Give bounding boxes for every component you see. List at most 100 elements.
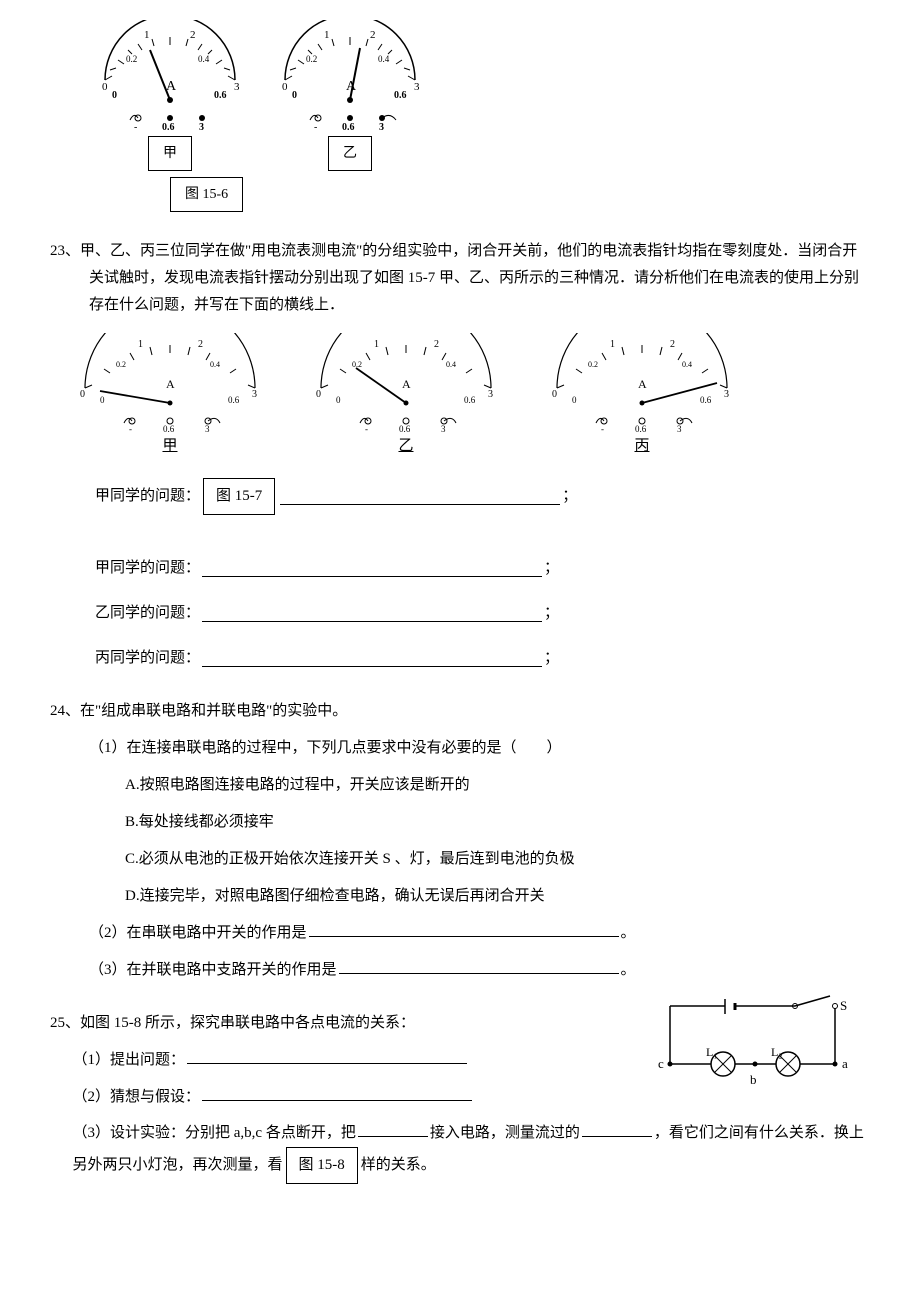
svg-text:3: 3 [205, 424, 210, 433]
svg-text:0: 0 [100, 395, 105, 405]
q25-part1: （1）提出问题： [50, 1047, 640, 1074]
svg-text:1: 1 [138, 339, 143, 350]
svg-text:L₂: L₂ [771, 1045, 783, 1059]
q23-answer-4: 丙同学的问题： ； [50, 645, 870, 672]
q24-part1: （1）在连接串联电路的过程中，下列几点要求中没有必要的是（ ） [50, 735, 870, 762]
q23-text: 甲、乙、丙三位同学在做"用电流表测电流"的分组实验中，闭合开关前，他们的电流表指… [80, 243, 859, 313]
svg-text:0.6: 0.6 [163, 424, 175, 433]
fig-15-7-box: 图 15-7 [203, 478, 275, 515]
svg-text:0.6: 0.6 [394, 90, 407, 101]
svg-text:S: S [840, 998, 847, 1013]
question-23: 23、甲、乙、丙三位同学在做"用电流表测电流"的分组实验中，闭合开关前，他们的电… [50, 238, 870, 319]
ammeter-triple-row: 01 23 0.20.4 00.6 A -0.63 甲 01 23 [70, 333, 870, 460]
svg-text:0.4: 0.4 [446, 360, 456, 369]
blank [280, 489, 560, 505]
svg-text:0.6: 0.6 [228, 395, 240, 405]
svg-text:3: 3 [199, 122, 204, 130]
q24-optB: B.每处接线都必须接牢 [50, 809, 870, 836]
svg-text:0.4: 0.4 [682, 360, 692, 369]
needle [150, 50, 170, 100]
inner-0: 0 [112, 90, 117, 101]
question-24: 24、在"组成串联电路和并联电路"的实验中。 [50, 698, 870, 725]
circuit-diagram: S a b c L₁ L₂ [640, 984, 870, 1114]
blank [202, 651, 542, 667]
svg-text:3: 3 [252, 389, 257, 400]
q23-answer-3: 乙同学的问题： ； [50, 600, 870, 627]
svg-text:L₁: L₁ [706, 1045, 718, 1059]
scale-3: 3 [234, 81, 240, 93]
svg-text:-: - [314, 122, 317, 130]
inner-06: 0.6 [214, 90, 227, 101]
q25-head: 25、如图 15-8 所示，探究串联电路中各点电流的关系： [50, 1010, 640, 1037]
ammeter-scale: 0 1 2 3 0.2 0.4 0 0.6 A - 0.6 3 [102, 20, 240, 130]
svg-text:c: c [658, 1056, 664, 1071]
blank [202, 606, 542, 622]
svg-text:1: 1 [324, 29, 330, 41]
fig-15-6-box: 图 15-6 [170, 171, 870, 212]
svg-text:-: - [129, 424, 132, 433]
svg-text:b: b [750, 1072, 757, 1087]
ammeter-pair-row: 0 1 2 3 0.2 0.4 0 0.6 A - 0.6 3 甲 [90, 20, 870, 171]
scale-2: 2 [190, 29, 196, 41]
svg-text:0: 0 [292, 90, 297, 101]
ammeter-jia: 01 23 0.20.4 00.6 A -0.63 甲 [70, 333, 270, 460]
svg-text:0.4: 0.4 [378, 54, 390, 64]
fig-15-8-box: 图 15-8 [286, 1147, 358, 1184]
scale-04: 0.4 [198, 54, 210, 64]
svg-text:3: 3 [677, 424, 682, 433]
q23-num: 23、 [50, 243, 80, 259]
q24-part2: （2）在串联电路中开关的作用是。 [50, 920, 870, 947]
svg-text:0.2: 0.2 [588, 360, 598, 369]
q24-part3: （3）在并联电路中支路开关的作用是。 [50, 957, 870, 984]
svg-text:1: 1 [610, 339, 615, 350]
blank [202, 1085, 472, 1101]
svg-text:0: 0 [552, 389, 557, 400]
svg-text:0: 0 [572, 395, 577, 405]
ammeter-right-label: 乙 [328, 136, 372, 171]
blank [339, 958, 619, 974]
meter-jia-label: 甲 [70, 433, 270, 460]
svg-text:0: 0 [282, 81, 288, 93]
ammeter-right: 0 1 2 3 0.2 0.4 0 0.6 A - 0.6 3 乙 [270, 20, 430, 171]
svg-text:0.6: 0.6 [342, 122, 355, 130]
ammeter-yi: 01 23 0.20.4 00.6 A -0.63 乙 [306, 333, 506, 460]
blank [582, 1121, 652, 1137]
blank [187, 1048, 467, 1064]
svg-text:3: 3 [488, 389, 493, 400]
svg-text:3: 3 [414, 81, 420, 93]
svg-text:0.6: 0.6 [399, 424, 411, 433]
svg-text:3: 3 [724, 389, 729, 400]
blank [309, 921, 619, 937]
scale-02: 0.2 [126, 54, 137, 64]
blank [358, 1121, 428, 1137]
svg-text:2: 2 [370, 29, 376, 41]
svg-text:3: 3 [379, 122, 384, 130]
q24-optC: C.必须从电池的正极开始依次连接开关 S 、灯，最后连到电池的负极 [50, 846, 870, 873]
scale-0: 0 [102, 81, 108, 93]
q25-part2: （2）猜想与假设： [50, 1084, 640, 1111]
svg-text:1: 1 [374, 339, 379, 350]
svg-text:0.4: 0.4 [210, 360, 220, 369]
svg-text:A: A [402, 377, 411, 391]
svg-text:2: 2 [670, 339, 675, 350]
svg-text:0.2: 0.2 [116, 360, 126, 369]
svg-text:0: 0 [336, 395, 341, 405]
q24-optA: A.按照电路图连接电路的过程中，开关应该是断开的 [50, 772, 870, 799]
svg-text:-: - [134, 122, 137, 130]
svg-text:0.6: 0.6 [635, 424, 647, 433]
q23-answer-2: 甲同学的问题： ； [50, 555, 870, 582]
ammeter-bing: 01 23 0.20.4 00.6 A -0.63 丙 [542, 333, 742, 460]
q25-part3: （3）设计实验：分别把 a,b,c 各点断开，把接入电路，测量流过的，看它们之间… [50, 1120, 870, 1184]
q24-optD: D.连接完毕，对照电路图仔细检查电路，确认无误后再闭合开关 [50, 883, 870, 910]
svg-text:-: - [365, 424, 368, 433]
scale-1: 1 [144, 29, 150, 41]
q23-answer-1: 甲同学的问题： 图 15-7 ； [50, 478, 870, 515]
svg-text:0.6: 0.6 [162, 122, 175, 130]
ammeter-left-label: 甲 [148, 136, 192, 171]
meter-yi-label: 乙 [306, 433, 506, 460]
svg-text:0.6: 0.6 [700, 395, 712, 405]
svg-text:3: 3 [441, 424, 446, 433]
question-25: 25、如图 15-8 所示，探究串联电路中各点电流的关系： （1）提出问题： （… [50, 984, 870, 1114]
meter-bing-label: 丙 [542, 433, 742, 460]
svg-text:a: a [842, 1056, 848, 1071]
